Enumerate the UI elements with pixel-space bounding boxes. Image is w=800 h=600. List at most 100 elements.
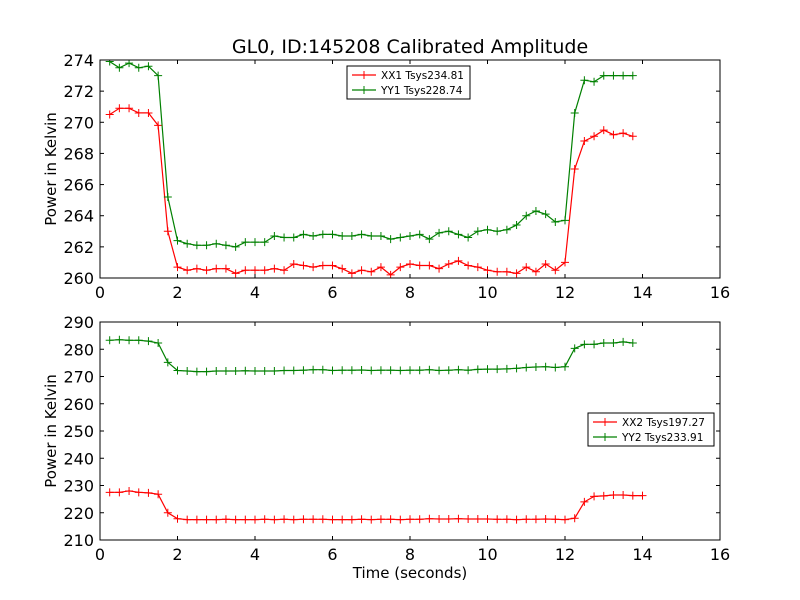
y-axis-label: Power in Kelvin xyxy=(42,112,60,226)
data-point xyxy=(280,515,289,524)
data-point xyxy=(125,336,134,345)
y-tick-label: 270 xyxy=(63,113,94,132)
data-point xyxy=(231,367,240,376)
y-tick-label: 240 xyxy=(63,449,94,468)
data-point xyxy=(251,238,259,247)
data-point xyxy=(212,264,221,273)
data-point xyxy=(202,515,211,524)
data-point xyxy=(154,71,163,80)
x-tick-label: 16 xyxy=(710,545,730,564)
data-point xyxy=(570,514,579,523)
x-tick-label: 2 xyxy=(172,545,182,564)
x-tick-label: 0 xyxy=(95,545,105,564)
data-point xyxy=(144,337,153,346)
data-point xyxy=(619,129,628,138)
data-point xyxy=(580,497,589,506)
legend: XX2 Tsys197.27 YY2 Tsys233.91 xyxy=(587,412,715,447)
data-point xyxy=(638,491,647,500)
data-point xyxy=(260,266,269,275)
data-point xyxy=(318,515,327,524)
data-point xyxy=(386,235,395,244)
legend-marker xyxy=(360,71,368,79)
data-point xyxy=(328,366,337,375)
data-point xyxy=(609,338,618,347)
legend: XX1 Tsys234.81 YY1 Tsys228.74 xyxy=(346,65,471,100)
x-tick-label: 0 xyxy=(95,283,105,302)
y-tick-label: 268 xyxy=(63,144,94,163)
data-point xyxy=(144,488,153,497)
data-point xyxy=(425,261,434,270)
data-point xyxy=(202,367,211,376)
data-point xyxy=(115,63,124,72)
data-point xyxy=(628,71,637,80)
data-point xyxy=(289,259,298,268)
data-point xyxy=(464,366,473,375)
data-point xyxy=(502,364,511,373)
data-point xyxy=(435,366,444,375)
data-point xyxy=(241,238,250,247)
data-point xyxy=(251,367,259,376)
data-point xyxy=(590,340,599,349)
y-tick-label: 250 xyxy=(63,422,94,441)
data-point xyxy=(531,207,540,216)
data-point xyxy=(144,62,153,71)
data-point xyxy=(367,366,376,375)
data-point xyxy=(105,336,114,345)
y-tick-label: 266 xyxy=(63,176,94,195)
data-point xyxy=(454,365,463,374)
data-point xyxy=(599,71,608,80)
data-point xyxy=(570,108,579,117)
data-point xyxy=(173,366,182,375)
data-point xyxy=(231,242,240,251)
data-point xyxy=(483,225,492,234)
data-point xyxy=(464,233,473,242)
data-point xyxy=(202,266,211,275)
data-point xyxy=(396,233,405,242)
data-point xyxy=(483,266,492,275)
data-point xyxy=(609,71,618,80)
data-point xyxy=(309,231,318,240)
data-point xyxy=(522,515,531,524)
data-point xyxy=(386,366,395,375)
data-point xyxy=(473,227,482,236)
data-point xyxy=(231,269,240,278)
data-point xyxy=(561,362,569,371)
data-point xyxy=(357,266,366,275)
data-point xyxy=(444,515,453,524)
data-point xyxy=(396,263,405,272)
data-point xyxy=(561,258,569,267)
y-tick-label: 274 xyxy=(63,51,94,70)
data-point xyxy=(415,261,424,270)
data-point xyxy=(580,76,589,85)
y-tick-label: 280 xyxy=(63,340,94,359)
data-point xyxy=(173,514,182,523)
data-point xyxy=(531,267,540,276)
data-point xyxy=(425,365,434,374)
y-tick-label: 270 xyxy=(63,368,94,387)
data-point xyxy=(347,515,356,524)
data-point xyxy=(270,367,279,376)
data-point xyxy=(289,233,298,242)
data-point xyxy=(270,231,279,240)
data-point xyxy=(251,515,259,524)
data-point xyxy=(531,362,540,371)
x-tick-label: 4 xyxy=(250,283,260,302)
data-point xyxy=(270,515,279,524)
data-point xyxy=(376,515,385,524)
data-point xyxy=(551,266,560,275)
series-group xyxy=(105,60,637,278)
data-point xyxy=(163,358,172,367)
data-point xyxy=(221,241,230,250)
data-point xyxy=(473,365,482,374)
data-point xyxy=(590,132,599,141)
x-tick-label: 10 xyxy=(477,545,497,564)
x-tick-label: 8 xyxy=(405,283,415,302)
data-point xyxy=(212,239,221,248)
y-tick-label: 210 xyxy=(63,531,94,550)
data-point xyxy=(406,366,414,375)
data-point xyxy=(522,363,531,372)
data-point xyxy=(192,241,201,250)
x-tick-label: 6 xyxy=(327,545,337,564)
data-point xyxy=(425,235,434,244)
x-tick-label: 12 xyxy=(555,545,575,564)
